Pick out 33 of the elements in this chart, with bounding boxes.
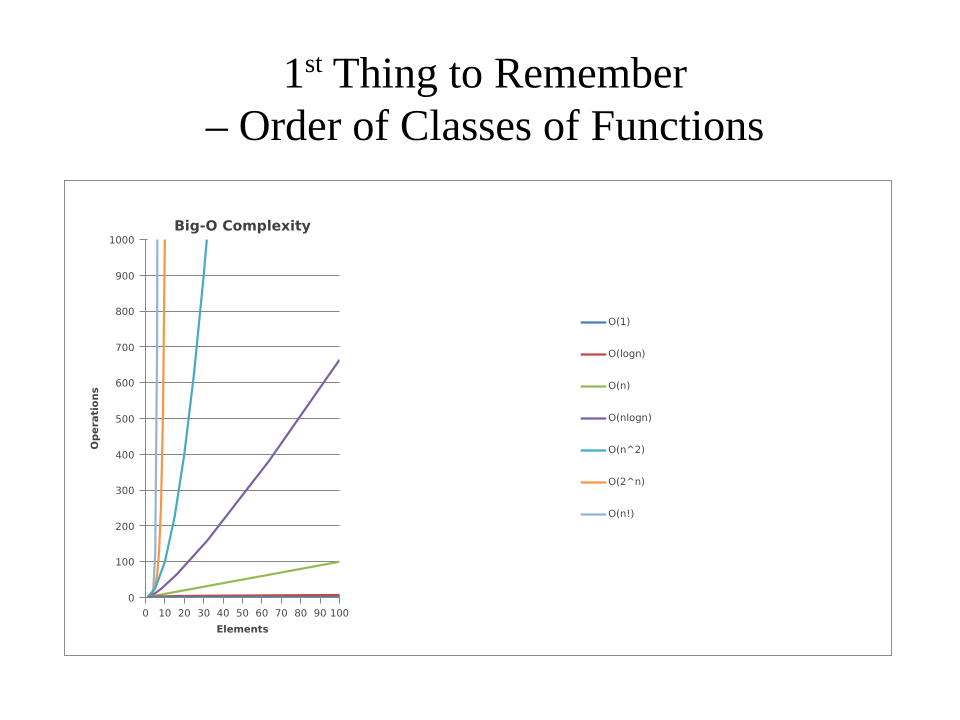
x-axis-title: Elements [216,624,269,636]
y-tick-label: 100 [115,558,135,569]
x-tick-label: 30 [197,608,210,620]
x-tick-label: 80 [294,608,308,620]
x-tick-label: 60 [256,608,268,620]
legend-label: O(2^n) [608,476,645,488]
legend-label: O(1) [608,316,630,328]
y-tick-label: 900 [115,271,135,282]
x-tick-label: 10 [158,608,172,620]
y-tick-label: 600 [115,378,135,390]
x-tick-label: 70 [274,608,288,620]
x-tick-label: 100 [330,608,350,620]
y-axis-title: Operations [90,387,102,450]
x-tick-label: 0 [142,608,149,620]
chart-subtitle: Big-O Complexity [174,218,311,234]
legend-label: O(logn) [608,348,646,360]
y-tick-label: 700 [115,342,135,354]
x-tick-label: 50 [236,608,249,620]
y-tick-label: 300 [115,486,135,498]
y-tick-label: 800 [115,307,135,318]
y-tick-label: 200 [115,522,135,533]
y-tick-label: 1000 [109,236,135,246]
y-tick-label: 0 [128,594,135,604]
legend-label: O(n!) [608,508,634,520]
x-tick-label: 40 [216,608,230,620]
y-tick-label: 400 [115,450,135,462]
legend-label: O(nlogn) [608,412,652,424]
x-tick-label: 20 [178,608,191,620]
title: 1$^{st}$ Thing to Remember – Order of Classes of Functions [204,47,766,152]
legend-label: O(n) [608,380,630,392]
legend-label: O(n^2) [608,444,645,456]
y-tick-label: 500 [115,414,135,426]
x-tick-label: 90 [314,608,326,620]
